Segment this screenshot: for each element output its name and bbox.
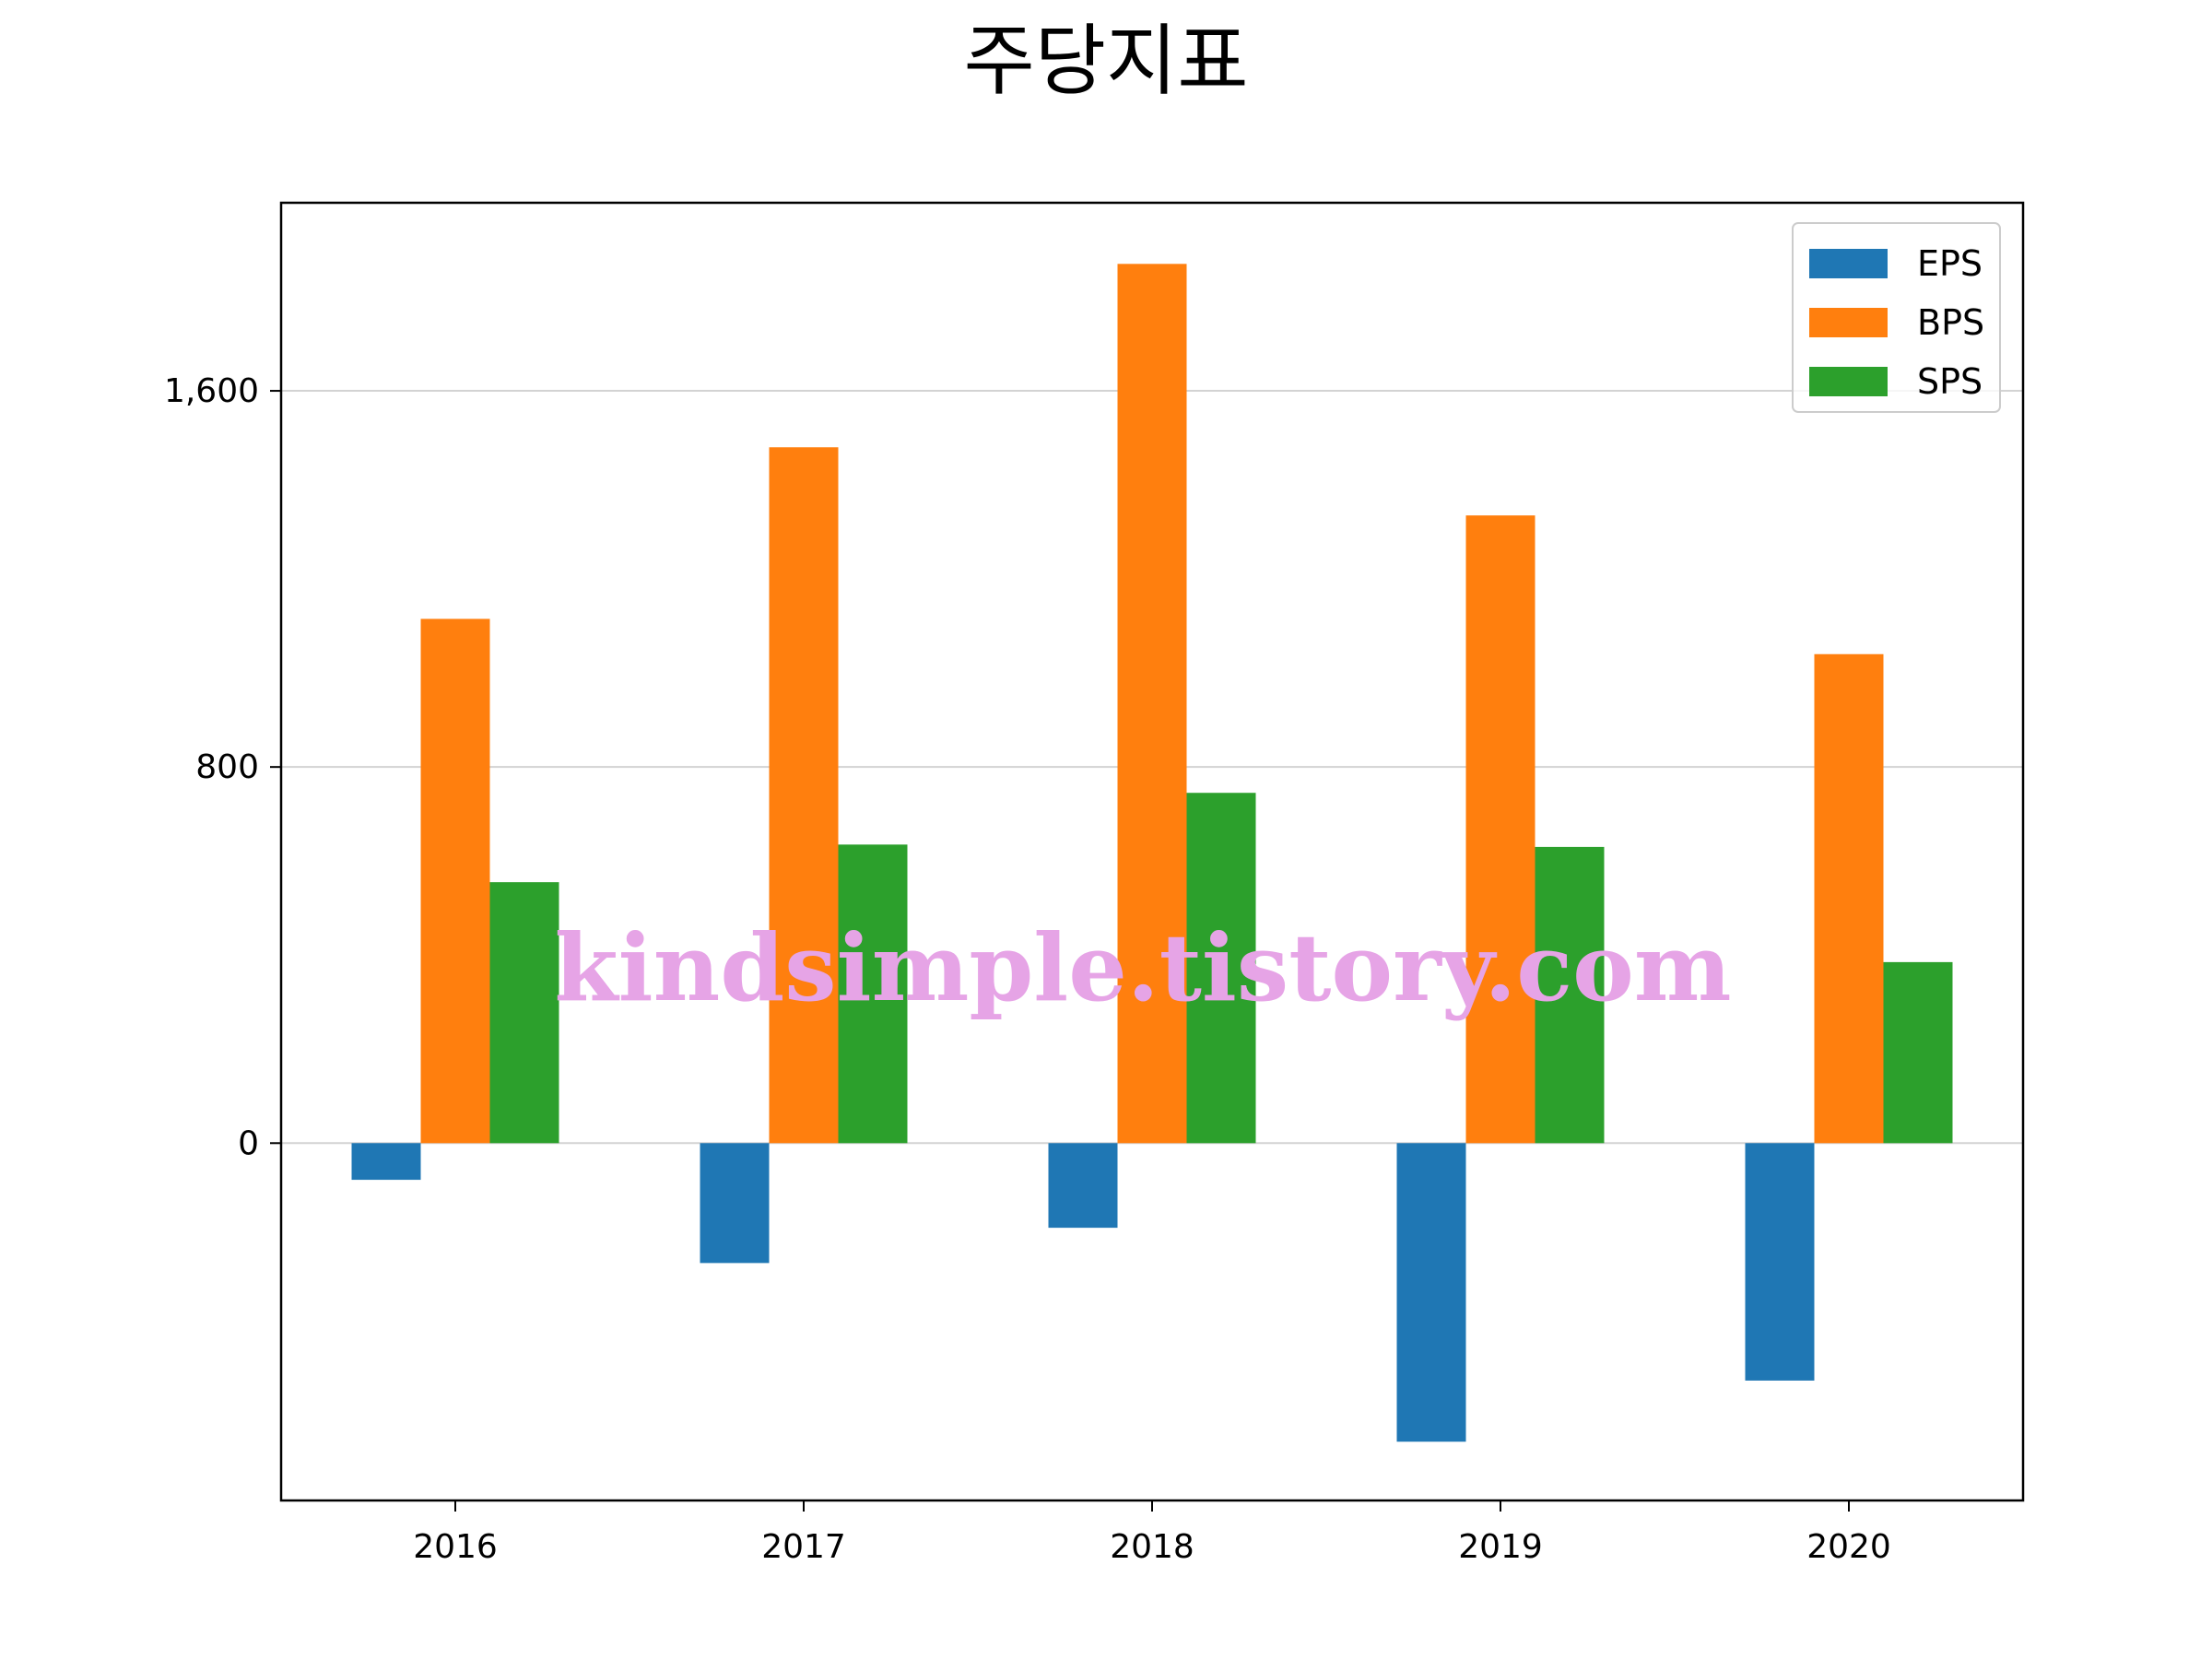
x-tick-label: 2018 (1110, 1528, 1194, 1566)
bar-eps-2020 (1745, 1143, 1815, 1381)
bar-eps-2019 (1396, 1143, 1466, 1442)
x-tick-label: 2017 (761, 1528, 846, 1566)
bar-bps-2016 (420, 618, 490, 1144)
bar-sps-2018 (1186, 793, 1256, 1144)
legend-label-sps: SPS (1917, 361, 1983, 402)
plot-frame (279, 201, 2025, 1502)
y-tick-label: 0 (238, 1124, 259, 1162)
bar-bps-2017 (769, 447, 839, 1144)
y-tick-label: 1,600 (164, 372, 259, 410)
y-tick-label: 800 (195, 748, 259, 786)
watermark-text: kindsimple.tistory.com (554, 913, 1731, 1022)
bars-layer (351, 264, 1953, 1442)
x-tick-label: 2019 (1458, 1528, 1543, 1566)
bar-bps-2020 (1814, 653, 1884, 1144)
bar-sps-2020 (1883, 961, 1953, 1144)
bar-eps-2017 (700, 1143, 770, 1264)
axes-layer: 0 800 1,600 2016 2017 2018 2019 2020 (164, 201, 2025, 1566)
bar-bps-2019 (1465, 515, 1535, 1144)
legend-swatch-sps (1809, 367, 1888, 396)
legend-label-eps: EPS (1917, 243, 1983, 284)
legend: EPS BPS SPS (1792, 222, 2001, 413)
x-tick-label: 2016 (413, 1528, 498, 1566)
legend-label-bps: BPS (1917, 302, 1984, 343)
bar-eps-2016 (351, 1143, 421, 1181)
legend-swatch-bps (1809, 308, 1888, 337)
bar-bps-2018 (1117, 264, 1187, 1144)
legend-swatch-eps (1809, 249, 1888, 278)
x-tick-label: 2020 (1806, 1528, 1891, 1566)
bar-sps-2017 (838, 844, 908, 1144)
chart-title: 주당지표 (963, 16, 1248, 106)
bar-eps-2018 (1048, 1143, 1118, 1229)
bar-sps-2019 (1535, 846, 1605, 1144)
bar-sps-2016 (489, 882, 559, 1144)
